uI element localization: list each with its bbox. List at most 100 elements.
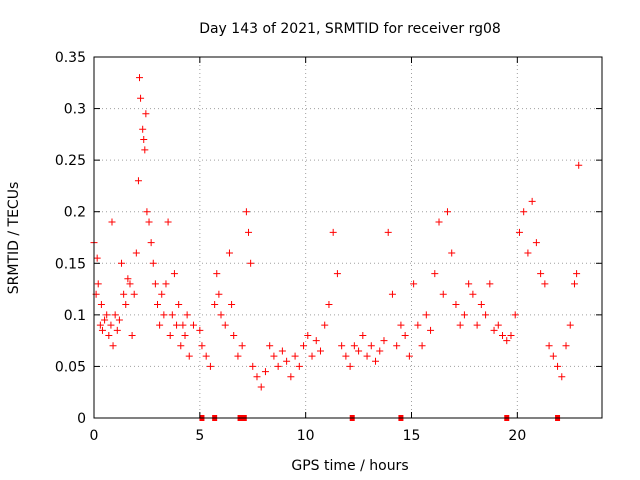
data-point [124,275,132,283]
y-tick-label: 0.15 [55,256,86,272]
data-point [418,342,426,350]
data-point [213,270,221,278]
data-point [435,218,443,226]
x-tick-label: 0 [90,428,99,444]
data-point [486,280,494,288]
data-point [295,362,303,370]
data-point [312,337,320,345]
data-point [562,342,570,350]
data-point [206,362,214,370]
data-point [325,301,333,309]
data-point [372,357,380,365]
data-point [126,280,134,288]
data-point [304,331,312,339]
data-point [247,259,255,267]
data-point [113,326,121,334]
chart-title: Day 143 of 2021, SRMTID for receiver rg0… [199,21,501,37]
data-point [573,270,581,278]
data-point [338,342,346,350]
data-point [431,270,439,278]
data-point [196,326,204,334]
data-point [283,357,291,365]
data-point [401,331,409,339]
data-point [221,321,229,329]
data-point [388,290,396,298]
data-point [482,311,490,319]
data-point [270,352,278,360]
data-point [393,342,401,350]
data-point [147,239,155,247]
data-point [215,290,223,298]
data-point [175,301,183,309]
data-point [173,321,181,329]
data-point [520,208,528,216]
data-point [245,228,253,236]
data-point [238,342,246,350]
data-point [414,321,422,329]
data-point [494,321,502,329]
data-point [181,331,189,339]
data-point [111,311,119,319]
y-tick-label: 0 [77,411,86,427]
tick-marks [93,56,602,419]
data-point [575,161,583,169]
data-point [410,280,418,288]
data-point [141,146,149,154]
data-point [456,321,464,329]
data-point [118,259,126,267]
data-point [465,280,473,288]
data-point [134,177,142,185]
data-point [477,301,485,309]
data-point [566,321,574,329]
data-point [211,301,219,309]
data-point [105,331,113,339]
data-point [384,228,392,236]
data-point [537,270,545,278]
tick-labels: 0 0.05 0.1 0.15 0.2 0.25 0.3 0.35 0 5 10 15 20 [55,50,526,444]
data-point [287,373,295,381]
data-point [162,280,170,288]
data-point [139,125,147,133]
data-point [528,197,536,205]
data-point [554,362,562,370]
data-point [230,331,238,339]
data-point [120,290,128,298]
data-point [140,136,148,144]
data-point [98,326,106,334]
data-point [452,301,460,309]
data-point [422,311,430,319]
data-point [122,301,130,309]
data-point [469,290,477,298]
data-point [257,383,265,391]
y-tick-label: 0.35 [55,50,86,66]
data-point [291,352,299,360]
data-point [234,352,242,360]
data-point [266,342,274,350]
y-tick-label: 0.2 [64,205,86,221]
data-point [160,311,168,319]
data-point [177,342,185,350]
data-point [346,362,354,370]
data-point [333,270,341,278]
data-point [242,208,250,216]
y-axis-title: SRMTID / TECUs [6,182,22,295]
data-point [443,208,451,216]
data-point [101,316,109,324]
data-point [249,362,257,370]
data-point [130,290,138,298]
data-point [132,249,140,257]
data-point [145,218,153,226]
data-point [499,331,507,339]
data-point [274,362,282,370]
data-point [158,290,166,298]
data-point [189,321,197,329]
y-tick-label: 0.05 [55,359,86,375]
data-point [397,321,405,329]
data-point [128,331,136,339]
data-point [179,321,187,329]
data-point [558,373,566,381]
data-point [473,321,481,329]
data-point [405,352,413,360]
data-point [97,301,105,309]
data-point [261,368,269,376]
